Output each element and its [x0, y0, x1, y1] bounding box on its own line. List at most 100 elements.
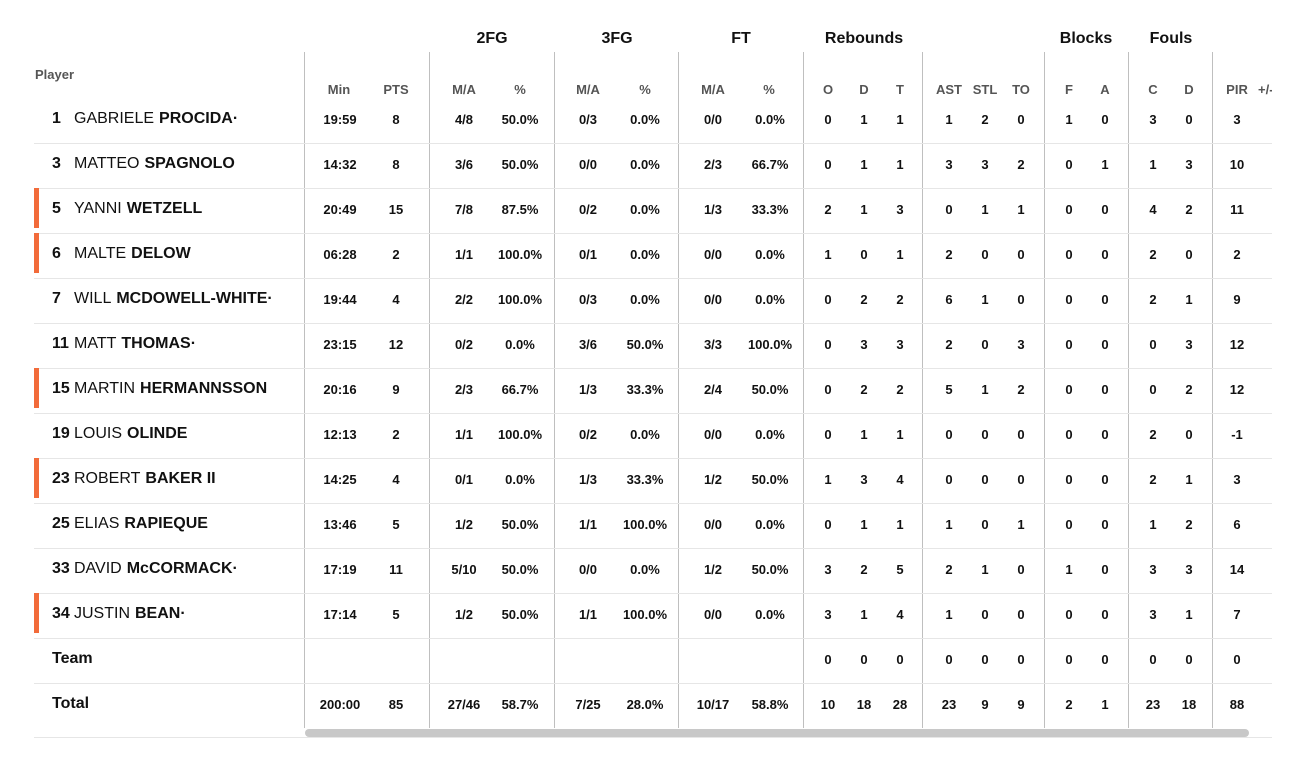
subheader-3fg-pct[interactable]: % — [639, 82, 651, 97]
player-last-name: SPAGNOLO — [144, 155, 235, 172]
stat-cell-fd: 1 — [1185, 607, 1193, 622]
subheader-ft-ma[interactable]: M/A — [701, 82, 725, 97]
stat-cell-d: 3 — [860, 337, 868, 352]
player-name[interactable]: 15 MARTIN HERMANNSSON — [52, 380, 267, 398]
player-first-name: MATTEO — [74, 155, 140, 172]
subheader-reb-d[interactable]: D — [859, 82, 869, 97]
subheader-blk-a[interactable]: A — [1100, 82, 1110, 97]
table-row[interactable]: 19 LOUIS OLINDE 12:13 2 1/1 100.0% 0/2 0.0% 0/0 0.… — [34, 413, 1272, 459]
stat-cell-stl: 1 — [981, 202, 989, 217]
player-first-name: MALTE — [74, 245, 127, 262]
player-first-name: MARTIN — [74, 380, 136, 397]
stat-cell-fc: 1 — [1149, 157, 1157, 172]
stat-cell-ba: 0 — [1101, 112, 1109, 127]
starter-marker — [34, 368, 39, 408]
player-last-name: HERMANNSSON — [140, 380, 268, 397]
stat-cell-fd: 3 — [1185, 337, 1193, 352]
player-name[interactable]: 33 DAVID McCORMACK· — [52, 560, 238, 578]
table-row[interactable]: 33 DAVID McCORMACK· 17:19 11 5/10 50.0% 0/0 0.0%… — [34, 548, 1272, 594]
player-name[interactable]: 23 ROBERT BAKER II — [52, 470, 216, 488]
subheader-stl[interactable]: STL — [972, 82, 998, 97]
stat-cell-pts: 11 — [389, 562, 403, 577]
team-row: Team 0 0 0 0 0 0 0 0 0 0 0 — [34, 638, 1272, 684]
stat-cell-fg3: 3/6 — [578, 337, 598, 352]
table-row[interactable]: 7 WILL MCDOWELL-WHITE· 19:44 4 2/2 100.0% 0/3 0.… — [34, 278, 1272, 324]
subheader-pts[interactable]: PTS — [383, 82, 409, 97]
table-row[interactable]: 3 MATTEO SPAGNOLO 14:32 8 3/6 50.0% 0/0 0.0% 2/3 6… — [34, 143, 1272, 189]
subheader-reb-o[interactable]: O — [822, 82, 834, 97]
subheader-plus-minus[interactable]: +/- — [1258, 82, 1272, 97]
stat-cell-fg2p: 50.0% — [501, 112, 539, 127]
player-name[interactable]: 19 LOUIS OLINDE — [52, 425, 187, 443]
table-row[interactable]: 5 YANNI WETZELL 20:49 15 7/8 87.5% 0/2 0.0% 1/3 33… — [34, 188, 1272, 234]
table-row[interactable]: 1 GABRIELE PROCIDA· 19:59 8 4/8 50.0% 0/3 0.0% 0/… — [34, 98, 1272, 144]
stat-cell-ast: 3 — [945, 157, 953, 172]
subheader-min[interactable]: Min — [327, 82, 351, 97]
stat-cell-t: 4 — [896, 472, 904, 487]
subheader-ft-pct[interactable]: % — [763, 82, 775, 97]
stat-cell-ba: 0 — [1101, 562, 1109, 577]
stat-cell-fg3p: 0.0% — [630, 292, 660, 307]
stat-cell-ft: 1/2 — [703, 562, 723, 577]
stat-cell-t: 3 — [896, 337, 904, 352]
stat-cell-pir: -1 — [1231, 427, 1243, 442]
subheader-reb-t[interactable]: T — [896, 82, 904, 97]
player-first-name: GABRIELE — [74, 110, 155, 127]
player-name[interactable]: 11 MATT THOMAS· — [52, 335, 196, 353]
stat-cell-d: 2 — [860, 562, 868, 577]
stat-cell-to: 2 — [1017, 382, 1025, 397]
subheader-blk-f[interactable]: F — [1065, 82, 1073, 97]
player-name[interactable]: 25 ELIAS RAPIEQUE — [52, 515, 208, 533]
table-row[interactable]: 34 JUSTIN BEAN· 17:14 5 1/2 50.0% 1/1 100.0% 0/0 0… — [34, 593, 1272, 639]
stat-cell-fd: 18 — [1181, 697, 1197, 712]
player-first-name: DAVID — [74, 560, 122, 577]
subheader-fouls-c[interactable]: C — [1148, 82, 1158, 97]
subheader-to[interactable]: TO — [1012, 82, 1030, 97]
table-row[interactable]: 25 ELIAS RAPIEQUE 13:46 5 1/2 50.0% 1/1 100.0% 0/… — [34, 503, 1272, 549]
stat-cell-fd: 2 — [1185, 517, 1193, 532]
stat-cell-to: 2 — [1017, 157, 1025, 172]
table-row[interactable]: 15 MARTIN HERMANNSSON 20:16 9 2/3 66.7% 1/3 33.3… — [34, 368, 1272, 414]
table-row[interactable]: 6 MALTE DELOW 06:28 2 1/1 100.0% 0/1 0.0% 0/0 0.0%… — [34, 233, 1272, 279]
table-row[interactable]: 23 ROBERT BAKER II 14:25 4 0/1 0.0% 1/3 33.3% 1/2… — [34, 458, 1272, 504]
stat-cell-fg2: 2/2 — [454, 292, 474, 307]
player-name[interactable]: 3 MATTEO SPAGNOLO — [52, 155, 235, 173]
player-number: 11 — [52, 335, 69, 352]
player-name[interactable]: 34 JUSTIN BEAN· — [52, 605, 186, 623]
stat-cell-min: 12:13 — [323, 427, 357, 442]
player-first-name: JUSTIN — [74, 605, 130, 622]
stat-cell-fg3p: 50.0% — [626, 337, 664, 352]
player-last-name: BAKER II — [145, 470, 216, 487]
player-name[interactable]: 1 GABRIELE PROCIDA· — [52, 110, 238, 128]
stat-cell-to: 0 — [1017, 247, 1025, 262]
stat-cell-stl: 9 — [981, 697, 989, 712]
player-last-name: THOMAS· — [121, 335, 197, 352]
stat-cell-o: 2 — [824, 202, 832, 217]
player-name[interactable]: 6 MALTE DELOW — [52, 245, 191, 263]
stat-cell-fg2p: 50.0% — [501, 157, 539, 172]
stat-cell-fg2p: 58.7% — [501, 697, 539, 712]
subheader-fouls-d[interactable]: D — [1184, 82, 1194, 97]
subheader-2fg-ma[interactable]: M/A — [452, 82, 476, 97]
table-row[interactable]: 11 MATT THOMAS· 23:15 12 0/2 0.0% 3/6 50.0% 3/3 10… — [34, 323, 1272, 369]
stat-cell-fc: 4 — [1149, 202, 1157, 217]
player-name[interactable]: 5 YANNI WETZELL — [52, 200, 202, 218]
column-divider — [1044, 52, 1045, 728]
stat-cell-fd: 2 — [1185, 202, 1193, 217]
subheader-pir[interactable]: PIR — [1226, 82, 1248, 97]
stat-cell-fg3: 0/2 — [578, 202, 598, 217]
column-divider — [678, 52, 679, 728]
subheader-ast[interactable]: AST — [936, 82, 962, 97]
stat-cell-fg2: 27/46 — [447, 697, 481, 712]
player-name[interactable]: 7 WILL MCDOWELL-WHITE· — [52, 290, 273, 308]
stat-cell-bf: 2 — [1065, 697, 1073, 712]
stat-cell-pts: 12 — [388, 337, 404, 352]
stat-cell-fc: 3 — [1149, 112, 1157, 127]
stat-cell-ast: 2 — [945, 337, 953, 352]
stat-cell-fg3: 1/1 — [578, 517, 598, 532]
horizontal-scrollbar[interactable] — [305, 729, 1249, 737]
subheader-3fg-ma[interactable]: M/A — [576, 82, 600, 97]
stat-cell-pts: 85 — [388, 697, 404, 712]
stat-cell-ba: 0 — [1101, 607, 1109, 622]
subheader-2fg-pct[interactable]: % — [514, 82, 526, 97]
